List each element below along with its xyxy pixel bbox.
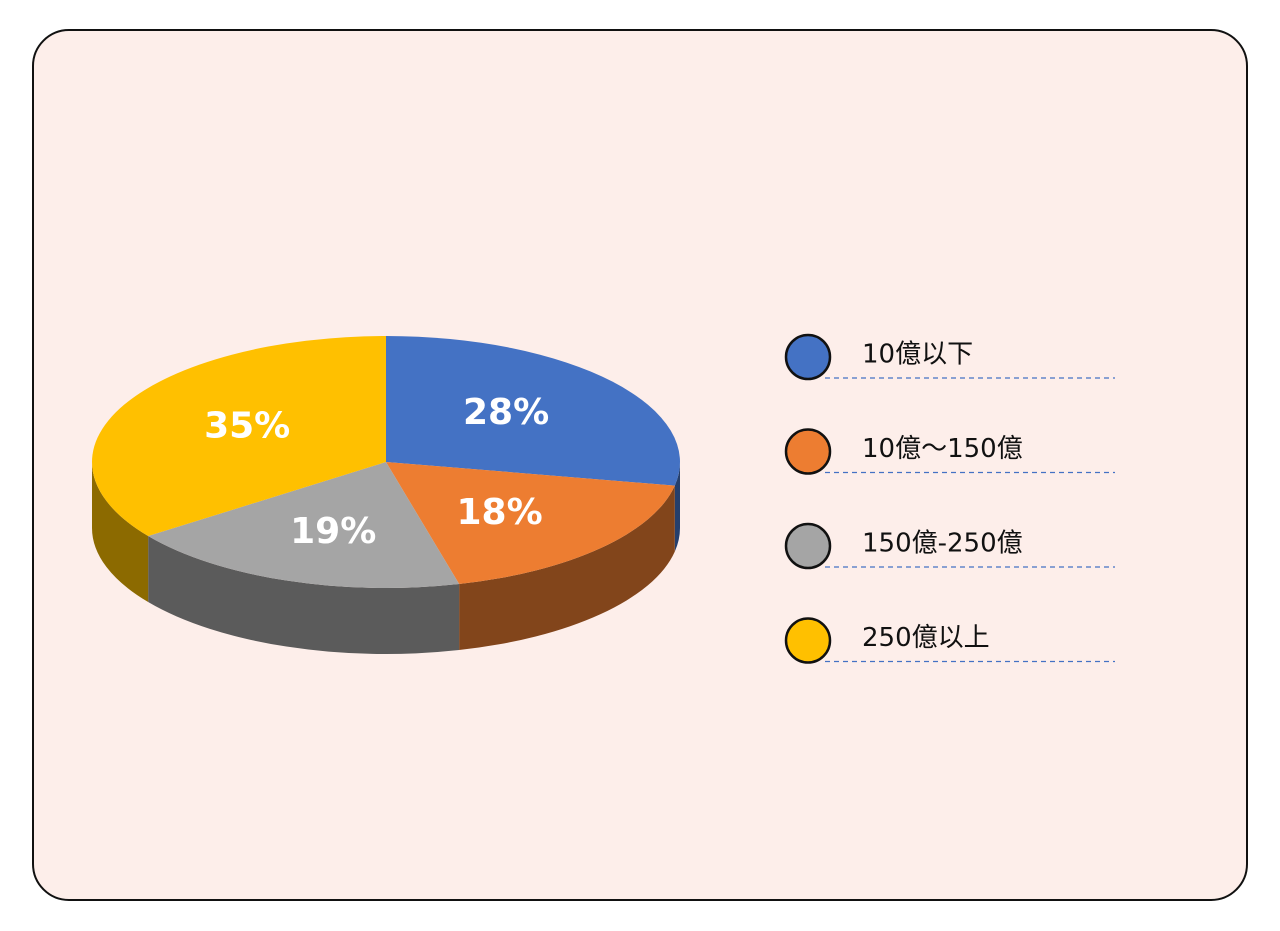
data-label: 35% [204,406,290,447]
pie-slice-side [674,462,680,552]
legend-swatch [784,333,832,381]
pie-slice-side [459,485,675,651]
legend-label: 10億〜150億 [862,434,1023,464]
data-label: 19% [290,511,376,552]
pie-slice [92,336,386,537]
legend-label: 150億-250億 [862,529,1023,559]
legend-swatch [784,428,832,475]
pie-slice [386,462,675,585]
pie-slice [148,462,460,588]
data-label: 28% [463,392,549,433]
pie-slice-side [148,536,460,655]
legend-swatch [784,617,832,664]
pie-slice [386,336,681,486]
data-label: 18% [457,492,543,533]
legend-label: 10億以下 [862,340,973,370]
legend-label: 250億以上 [862,623,990,653]
legend-swatch [784,522,832,570]
pie-slice-side [92,462,149,603]
